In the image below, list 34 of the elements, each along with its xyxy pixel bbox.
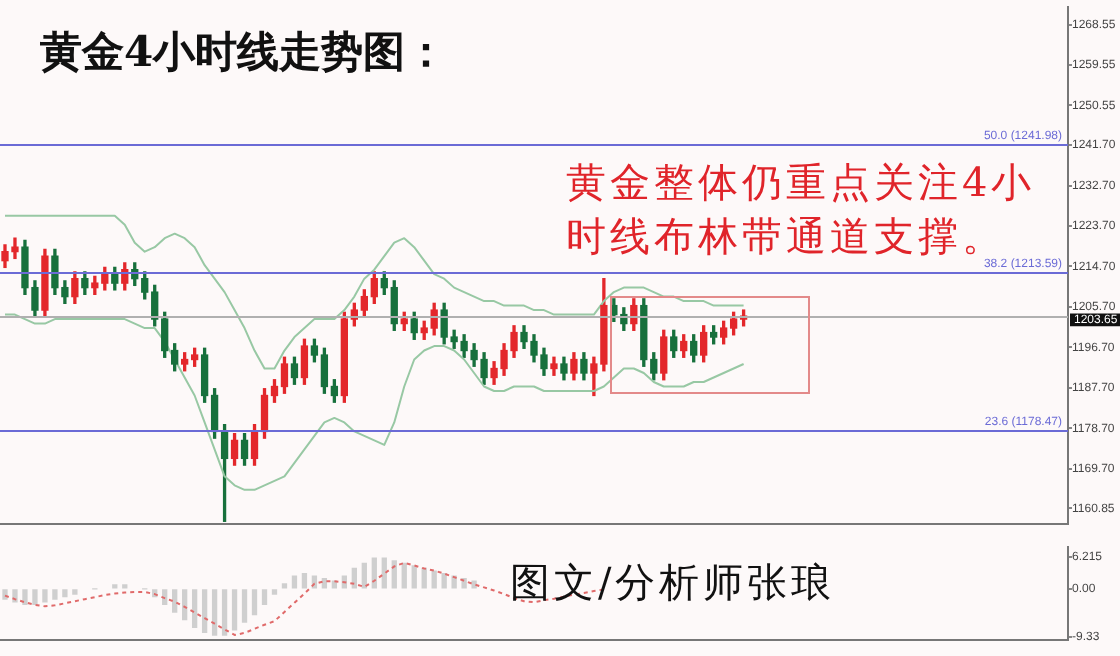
bar bbox=[241, 589, 248, 623]
bar bbox=[281, 583, 288, 589]
bar bbox=[32, 589, 38, 605]
bar bbox=[381, 557, 387, 589]
bar bbox=[211, 589, 218, 636]
annotation: 黄金整体仍重点关注4小 bbox=[566, 156, 1036, 210]
bar bbox=[22, 589, 28, 605]
bar bbox=[411, 565, 417, 589]
bar bbox=[72, 589, 78, 595]
bar bbox=[451, 575, 457, 589]
bar bbox=[12, 589, 18, 603]
bar bbox=[181, 589, 188, 621]
text: 黄金4小时线走势图： bbox=[40, 24, 448, 80]
bar bbox=[321, 578, 328, 589]
bar bbox=[42, 589, 48, 603]
bar bbox=[301, 572, 308, 589]
bar bbox=[221, 589, 228, 636]
bar bbox=[431, 570, 437, 589]
bar bbox=[62, 589, 68, 598]
bar bbox=[441, 572, 447, 589]
bar bbox=[391, 560, 397, 589]
bar bbox=[401, 562, 407, 589]
bar bbox=[201, 589, 208, 634]
bar bbox=[191, 589, 198, 628]
annotation: 图文/分析师张琅 bbox=[510, 556, 836, 610]
bar bbox=[261, 589, 268, 605]
bar bbox=[172, 589, 178, 613]
bar bbox=[361, 562, 367, 589]
bar bbox=[251, 589, 258, 616]
bar bbox=[291, 575, 298, 589]
bar bbox=[52, 589, 58, 600]
bar bbox=[351, 567, 357, 589]
bar bbox=[271, 589, 278, 595]
bar bbox=[231, 589, 238, 631]
